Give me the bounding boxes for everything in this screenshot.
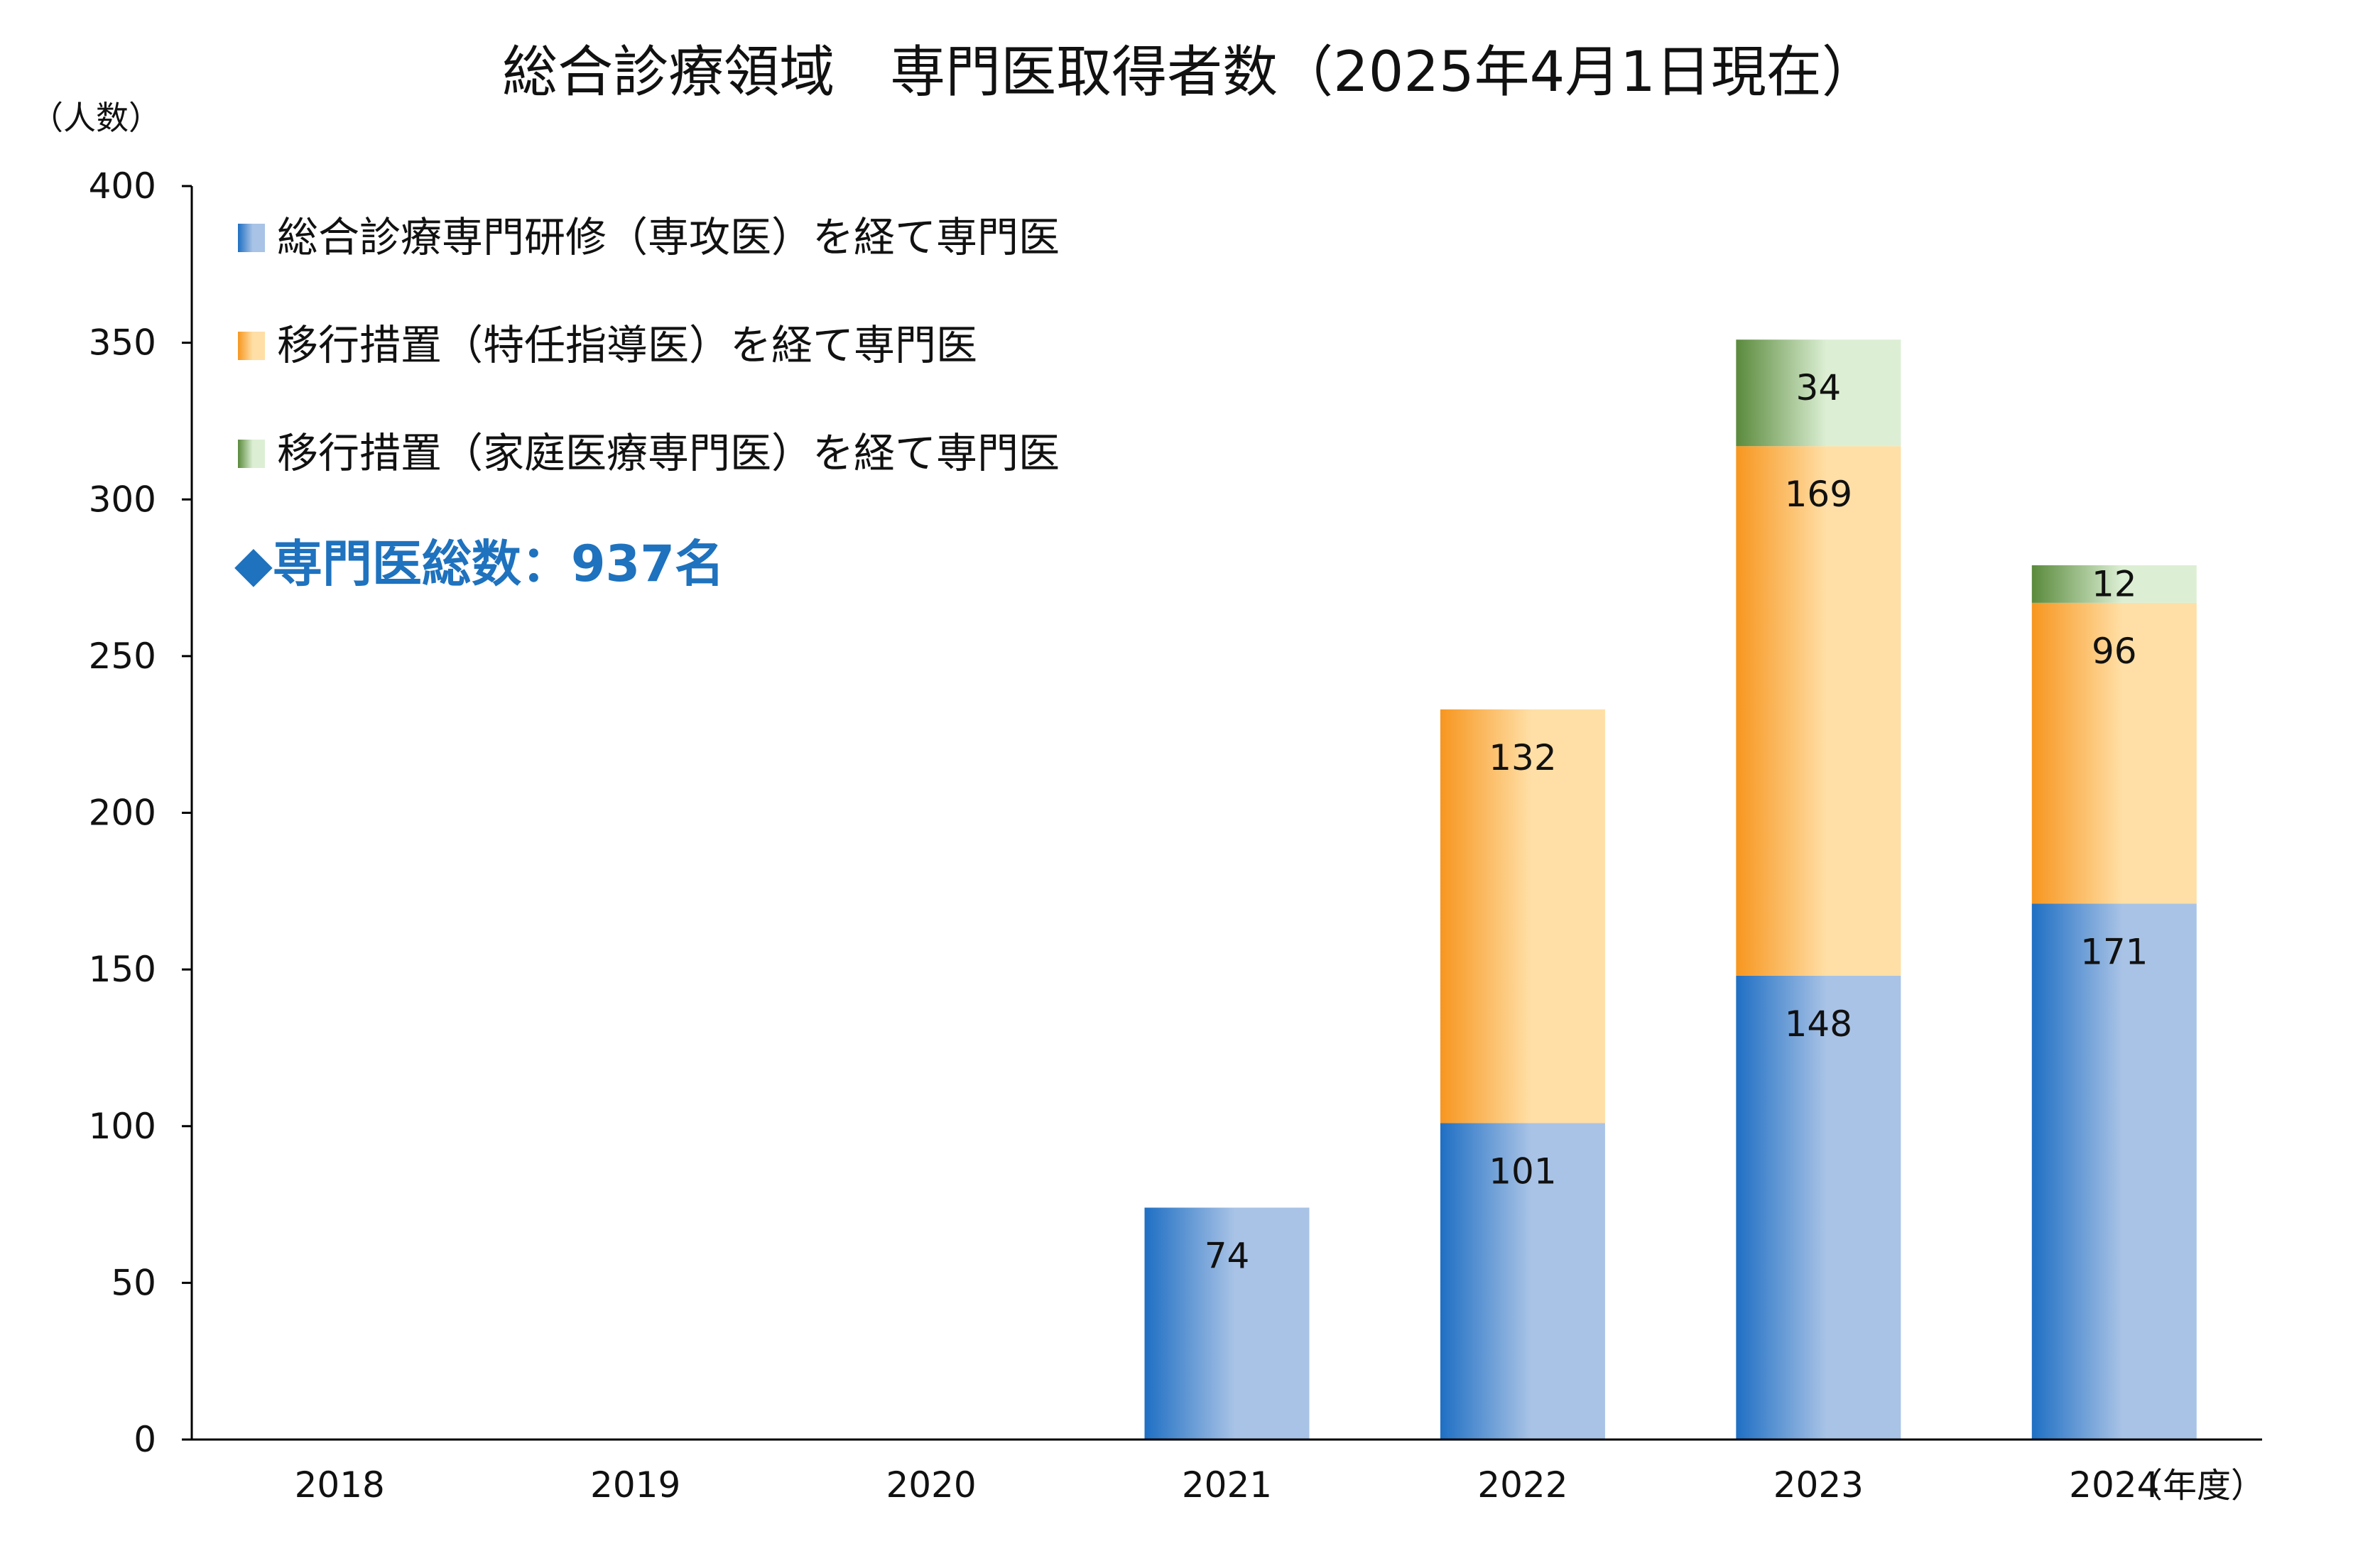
legend-label: 総合診療専門研修（専攻医）を経て専門医 (277, 213, 1060, 261)
bar-value-label: 169 (1785, 474, 1852, 515)
bar-segment (1736, 975, 1901, 1440)
bar-value-label: 148 (1785, 1003, 1852, 1045)
y-tick-label: 50 (111, 1262, 156, 1303)
bar-value-label: 74 (1205, 1235, 1250, 1276)
y-axis-label: （人数） (31, 99, 161, 137)
legend: 総合診療専門研修（専攻医）を経て専門医移行措置（特任指導医）を経て専門医移行措置… (238, 213, 1060, 477)
y-tick-label: 200 (89, 793, 156, 834)
chart-title: 総合診療領域 専門医取得者数（2025年4月1日現在） (502, 40, 1877, 104)
bar-segment (1440, 1123, 1605, 1440)
legend-label: 移行措置（特任指導医）を経て専門医 (277, 321, 977, 369)
y-tick-label: 0 (134, 1419, 156, 1460)
legend-swatch (238, 332, 265, 360)
bar-value-label: 101 (1489, 1150, 1556, 1192)
y-tick-label: 250 (89, 636, 156, 677)
y-tick-label: 300 (89, 479, 156, 520)
x-tick-label: 2019 (590, 1464, 680, 1506)
bars-group (1144, 339, 2197, 1440)
bar-segment (2031, 903, 2197, 1440)
x-tick-label: 2018 (295, 1464, 385, 1506)
x-axis-ticks: 2018 2019 2020 2021 2022 2023 2024 (295, 1464, 2160, 1506)
bar-segment (2031, 565, 2197, 603)
y-axis-ticks: 0 50 100 150 200 250 300 350 400 (89, 165, 192, 1460)
legend-swatch (238, 224, 265, 252)
x-tick-label: 2022 (1477, 1464, 1567, 1506)
y-tick-label: 350 (89, 322, 156, 364)
bar-segment (2031, 602, 2197, 904)
total-annotation: ◆専門医総数：937名 (234, 535, 724, 593)
bar-labels-group: 74 101 132 148 169 34 171 96 12 (1205, 367, 2148, 1276)
x-tick-label: 2020 (886, 1464, 976, 1506)
bar-segment (1144, 1207, 1310, 1440)
x-tick-label: 2024 (2069, 1464, 2159, 1506)
legend-swatch (238, 440, 265, 468)
bar-value-label: 132 (1489, 737, 1556, 778)
y-tick-label: 100 (89, 1106, 156, 1147)
bar-segment (1736, 339, 1901, 447)
y-tick-label: 150 (89, 949, 156, 990)
bar-segment (1440, 709, 1605, 1124)
bar-value-label: 12 (2092, 563, 2137, 604)
legend-label: 移行措置（家庭医療専門医）を経て専門医 (277, 429, 1060, 477)
x-tick-label: 2021 (1182, 1464, 1272, 1506)
x-axis-unit-label: （年度） (2129, 1466, 2265, 1506)
bar-segment (1736, 446, 1901, 976)
y-tick-label: 400 (89, 165, 156, 207)
x-tick-label: 2023 (1773, 1464, 1864, 1506)
bar-value-label: 171 (2080, 931, 2148, 972)
bar-value-label: 34 (1796, 367, 1842, 408)
bar-value-label: 96 (2092, 631, 2137, 672)
